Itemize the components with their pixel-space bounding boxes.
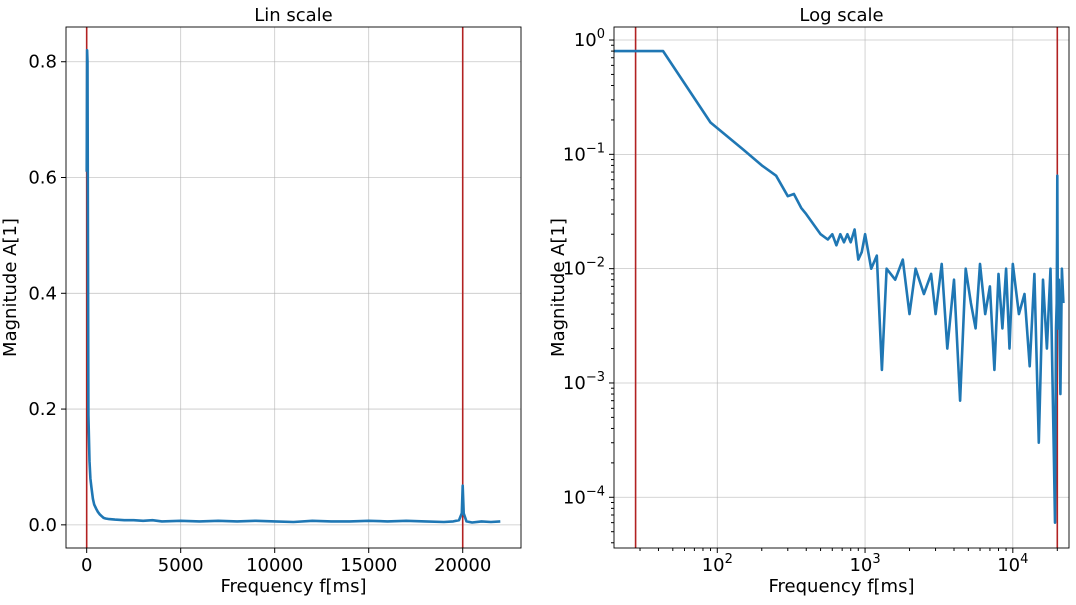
y-tick-label: 0.6 bbox=[28, 168, 57, 189]
series-line bbox=[85, 48, 501, 524]
x-tick-label: 20000 bbox=[434, 555, 491, 576]
y-axis-label: Magnitude A[1] bbox=[548, 218, 569, 357]
grid bbox=[66, 27, 521, 548]
x-tick-label: 15000 bbox=[340, 555, 397, 576]
y-tick-label: 0.4 bbox=[28, 283, 57, 304]
y-axis-label: Magnitude A[1] bbox=[0, 218, 21, 357]
y-tick-label: 0.0 bbox=[28, 515, 57, 536]
series-layer bbox=[614, 49, 1065, 524]
log-scale-chart: Log scale 102 103 104 10010−110−210−310−4 … bbox=[548, 5, 1070, 597]
chart-title: Lin scale bbox=[254, 5, 333, 26]
y-tick-label: 10−2 bbox=[563, 256, 605, 280]
x-axis-label: Frequency f[ms] bbox=[768, 576, 914, 597]
x-tick-label: 104 bbox=[997, 552, 1028, 576]
x-tick-label: 103 bbox=[849, 552, 880, 576]
x-tick-label: 102 bbox=[702, 552, 733, 576]
y-tick-label: 0.8 bbox=[28, 52, 57, 73]
x-tick-label: 10000 bbox=[246, 555, 303, 576]
y-tick-label: 100 bbox=[574, 27, 605, 51]
chart-title: Log scale bbox=[799, 5, 883, 26]
x-tick-label: 5000 bbox=[158, 555, 204, 576]
lin-scale-chart: Lin scale 0 5000 10000 15000 20000 0.0 0.2 0.4… bbox=[0, 5, 522, 597]
series-layer bbox=[85, 48, 501, 524]
y-tick-label: 10−4 bbox=[563, 484, 605, 508]
y-tick-label: 10−3 bbox=[563, 370, 605, 394]
y-axis-ticks: 0.0 0.2 0.4 0.6 0.8 bbox=[28, 52, 66, 536]
x-tick-label: 0 bbox=[81, 555, 92, 576]
x-axis-label: Frequency f[ms] bbox=[220, 576, 366, 597]
x-axis-ticks: 102 103 104 bbox=[639, 548, 1058, 576]
y-tick-label: 10−1 bbox=[563, 141, 605, 165]
y-tick-label: 0.2 bbox=[28, 399, 57, 420]
x-axis-ticks: 0 5000 10000 15000 20000 bbox=[81, 548, 491, 576]
plot-frame bbox=[613, 26, 1070, 549]
plot-frame bbox=[65, 26, 522, 549]
series-line bbox=[614, 49, 1065, 524]
y-axis-ticks: 100 10−1 10−2 10−3 10−4 bbox=[563, 27, 614, 544]
